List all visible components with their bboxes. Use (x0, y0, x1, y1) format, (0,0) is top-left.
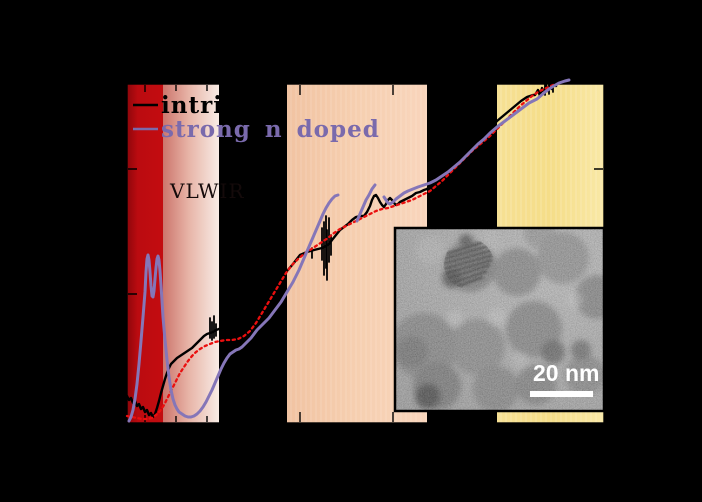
legend-label-intrinsic: intrinsic (161, 92, 279, 119)
legend-label-n-doped: strong n doped (161, 116, 380, 143)
curve-n-doped-1 (127, 193, 340, 423)
tem-noise-texture (395, 228, 604, 411)
tem-scale-bar (530, 391, 593, 397)
y-ticks-left (128, 168, 137, 295)
curve-fit-dotted (125, 83, 555, 421)
x-ticks-top (144, 85, 394, 95)
curves (125, 78, 571, 423)
vlwir-band-label: VLWIR (169, 179, 245, 203)
tem-inset: 20 nm (393, 226, 606, 413)
legend: intrinsic strong n doped (133, 92, 380, 143)
curve-n-doped-3 (382, 78, 571, 206)
band-red (127, 84, 163, 423)
tem-inset-border (393, 226, 606, 413)
curve-n-doped-2 (355, 183, 377, 223)
band-pink-vlwir (163, 84, 219, 423)
tem-scale-label: 20 nm (533, 360, 599, 386)
curve-intrinsic (125, 81, 558, 419)
